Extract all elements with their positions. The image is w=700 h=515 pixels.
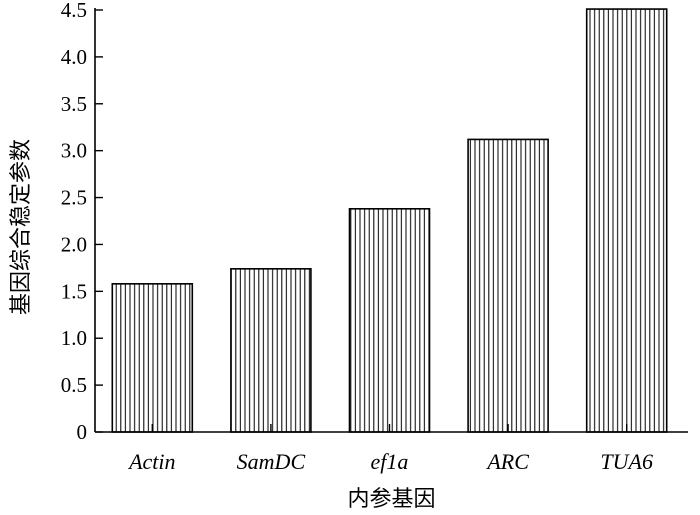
y-tick-label: 4.5 — [61, 0, 87, 22]
y-tick-label: 2.0 — [61, 232, 87, 256]
bar-arc — [467, 138, 549, 433]
bar-actin — [111, 283, 194, 433]
y-tick-label: 1.5 — [61, 279, 87, 303]
bar-ef1a — [348, 208, 431, 433]
x-tick-label: TUA6 — [600, 449, 653, 474]
x-tick-label: ef1a — [371, 449, 409, 474]
x-tick-label: ARC — [485, 449, 529, 474]
x-tick-label: SamDC — [237, 449, 306, 474]
y-tick-label: 0.5 — [61, 373, 87, 397]
x-tick-label: Actin — [127, 449, 175, 474]
y-axis-title: 基因综合稳定参数 — [9, 139, 34, 315]
bars-group — [111, 8, 668, 433]
x-axis: Actin SamDC ef1a ARC TUA6 — [95, 424, 688, 474]
x-axis-title: 内参基因 — [347, 487, 435, 512]
bar-tua6 — [585, 8, 668, 433]
y-axis: 0 0.5 1.0 1.5 2.0 2.5 3.0 3.5 4.0 4.5 — [61, 0, 103, 444]
y-tick-label: 1.0 — [61, 326, 87, 350]
y-tick-label: 3.0 — [61, 139, 87, 163]
y-tick-label: 4.0 — [61, 45, 87, 69]
bar-samdc — [230, 268, 312, 433]
y-tick-label: 3.5 — [61, 92, 87, 116]
y-tick-label: 0 — [77, 420, 88, 444]
y-tick-label: 2.5 — [61, 186, 87, 210]
